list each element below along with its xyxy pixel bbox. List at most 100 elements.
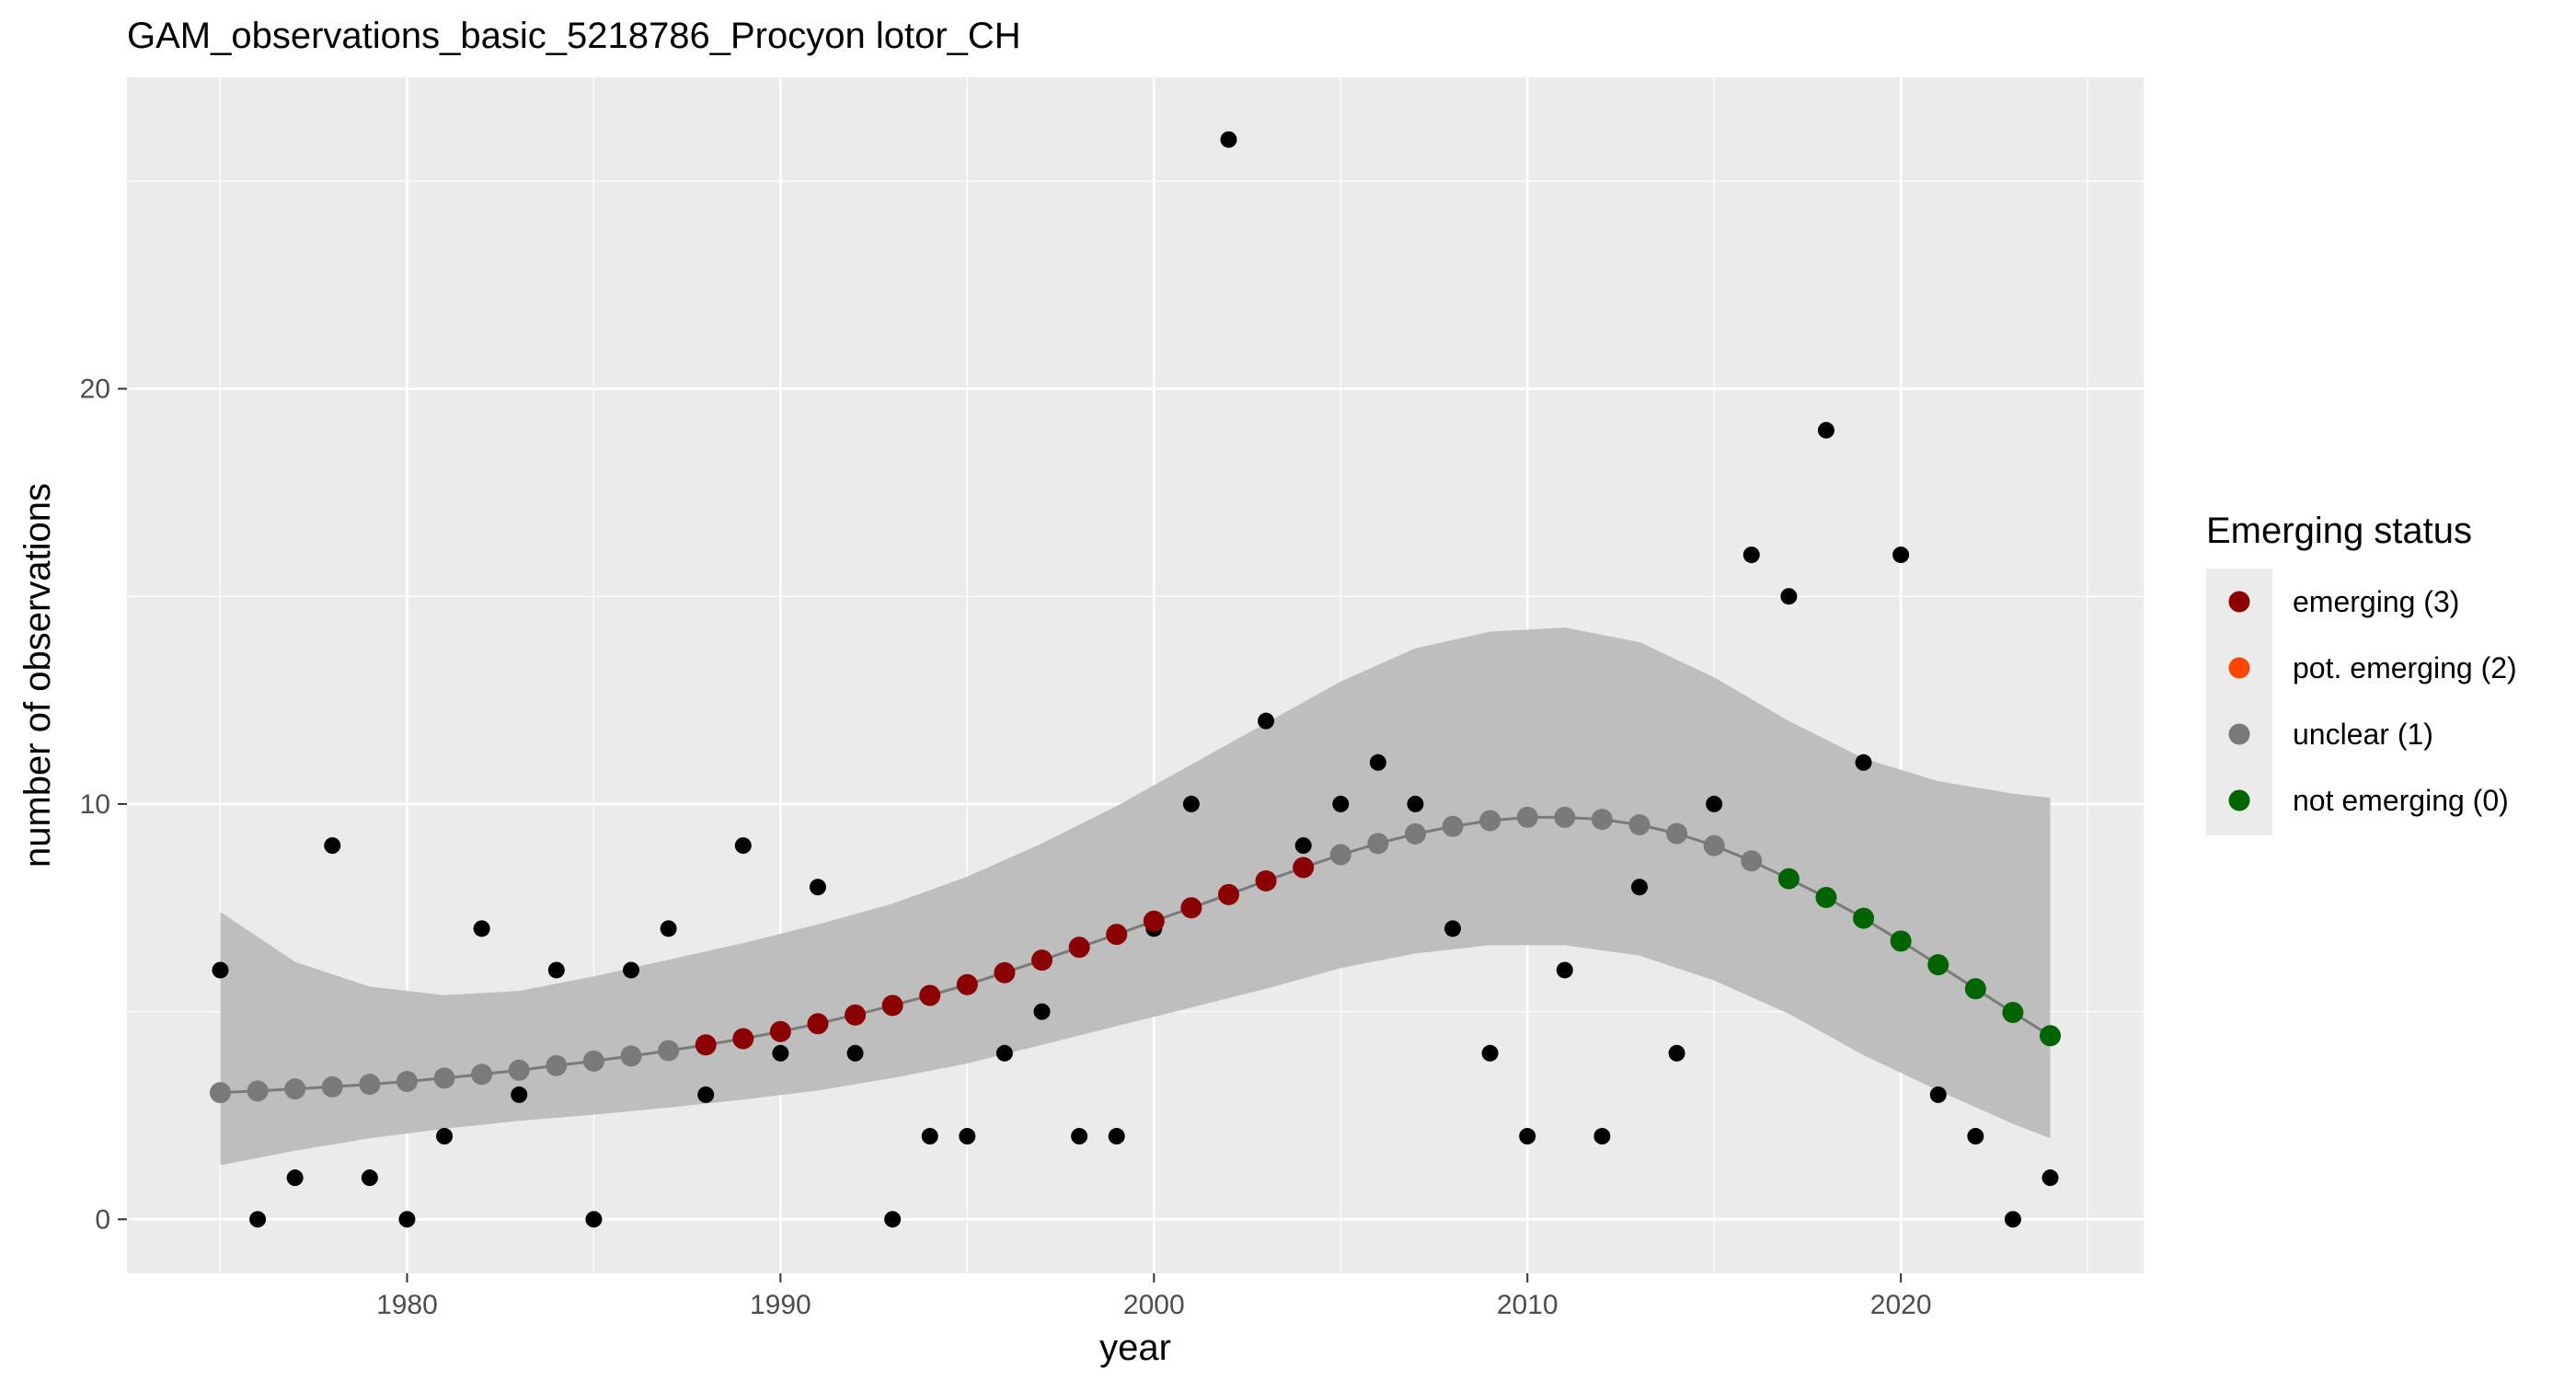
observation-point	[2041, 1169, 2059, 1187]
fitted-point-unclear	[546, 1054, 568, 1076]
observation-point	[1294, 837, 1312, 855]
y-tick-label: 10	[80, 789, 110, 820]
fitted-point-not-emerging	[1853, 907, 1875, 929]
observation-point	[1369, 753, 1386, 771]
observation-point	[324, 837, 341, 855]
fitted-point-unclear	[508, 1059, 530, 1081]
observation-point	[1593, 1128, 1611, 1145]
observation-point	[772, 1044, 789, 1062]
observation-point	[398, 1211, 416, 1228]
fitted-point-emerging	[845, 1004, 867, 1026]
confidence-band	[220, 627, 2051, 1166]
legend-label: emerging (3)	[2293, 585, 2459, 618]
observation-point	[660, 920, 677, 937]
fitted-point-emerging	[1031, 949, 1053, 972]
observation-point	[846, 1044, 864, 1062]
observation-point	[921, 1128, 938, 1145]
observation-point	[623, 961, 639, 979]
observation-point	[1780, 588, 1798, 605]
observation-point	[547, 961, 565, 979]
x-tick-label: 2000	[1123, 1290, 1185, 1320]
y-tick-label: 20	[80, 374, 110, 405]
fitted-points	[209, 806, 2062, 1104]
fitted-point-unclear	[1479, 810, 1501, 832]
x-axis-title: year	[1099, 1328, 1171, 1368]
observation-point	[1668, 1044, 1685, 1062]
fitted-point-emerging	[807, 1013, 829, 1035]
observation-point	[959, 1128, 976, 1145]
chart-title: GAM_observations_basic_5218786_Procyon l…	[127, 16, 1021, 56]
fitted-point-unclear	[658, 1040, 680, 1062]
y-axis-title: number of observations	[17, 483, 58, 868]
observation-point	[1817, 421, 1834, 439]
fitted-point-emerging	[956, 973, 978, 995]
observation-point	[1706, 795, 1723, 812]
observation-point	[511, 1086, 528, 1103]
fitted-point-emerging	[1293, 857, 1315, 879]
observation-point	[1929, 1086, 1947, 1103]
fitted-point-not-emerging	[1927, 954, 1949, 976]
fitted-point-not-emerging	[1890, 930, 1912, 952]
fitted-point-emerging	[881, 995, 903, 1017]
fitted-point-not-emerging	[1964, 978, 1986, 1000]
observation-point	[1481, 1044, 1499, 1062]
legend-label: unclear (1)	[2293, 718, 2433, 751]
fitted-point-unclear	[1442, 815, 1464, 837]
fitted-point-emerging	[732, 1028, 754, 1050]
fitted-point-unclear	[582, 1050, 604, 1072]
fitted-point-emerging	[1255, 869, 1277, 891]
observed-points	[212, 131, 2059, 1228]
observation-point	[585, 1211, 603, 1228]
observation-point	[1742, 546, 1760, 564]
legend-label: pot. emerging (2)	[2293, 651, 2517, 684]
fitted-point-unclear	[209, 1082, 231, 1104]
fitted-point-unclear	[1591, 809, 1613, 831]
legend-key-not-emerging	[2228, 789, 2250, 811]
fitted-point-unclear	[620, 1045, 642, 1067]
legend: Emerging status emerging (3) pot. emergin…	[2206, 511, 2517, 835]
confidence-ribbon	[220, 627, 2051, 1166]
fitted-point-emerging	[919, 984, 941, 1006]
axes: 1980 1990 2000 2010 2020 0 10 20	[80, 374, 1932, 1320]
observation-point	[1967, 1128, 1984, 1145]
fitted-point-unclear	[1367, 833, 1389, 855]
observation-point	[697, 1086, 715, 1103]
legend-key-emerging	[2228, 591, 2250, 613]
fitted-point-unclear	[359, 1074, 381, 1096]
observation-point	[2004, 1211, 2021, 1228]
fitted-point-not-emerging	[2002, 1002, 2024, 1024]
observation-point	[1332, 795, 1350, 812]
fitted-point-unclear	[1329, 844, 1351, 866]
fitted-point-unclear	[247, 1080, 269, 1102]
observation-point	[1631, 879, 1648, 896]
legend-title: Emerging status	[2206, 511, 2472, 551]
fitted-point-emerging	[769, 1020, 791, 1042]
observation-point	[995, 1044, 1013, 1062]
observation-point	[1220, 131, 1237, 148]
observation-point	[1258, 712, 1275, 730]
observation-point	[809, 879, 826, 896]
legend-label: not emerging (0)	[2293, 784, 2509, 817]
observation-point	[1407, 795, 1424, 812]
fitted-point-unclear	[284, 1078, 306, 1100]
fitted-point-emerging	[1106, 924, 1128, 946]
observation-point	[1071, 1128, 1088, 1145]
observation-point	[1519, 1128, 1536, 1145]
fitted-point-not-emerging	[2040, 1025, 2062, 1047]
observation-point	[436, 1128, 454, 1145]
fitted-point-unclear	[1554, 806, 1576, 828]
fitted-point-emerging	[1217, 883, 1239, 905]
fitted-point-emerging	[1180, 897, 1202, 919]
observation-point	[249, 1211, 267, 1228]
fitted-point-unclear	[1666, 822, 1688, 845]
x-tick-label: 1980	[376, 1290, 438, 1320]
fitted-point-unclear	[433, 1067, 455, 1089]
x-tick-label: 1990	[750, 1290, 811, 1320]
observation-point	[361, 1169, 378, 1187]
fitted-point-unclear	[1741, 850, 1763, 872]
fitted-point-not-emerging	[1777, 868, 1800, 890]
observation-point	[1033, 1003, 1051, 1020]
x-tick-label: 2010	[1497, 1290, 1558, 1320]
observation-point	[884, 1211, 902, 1228]
